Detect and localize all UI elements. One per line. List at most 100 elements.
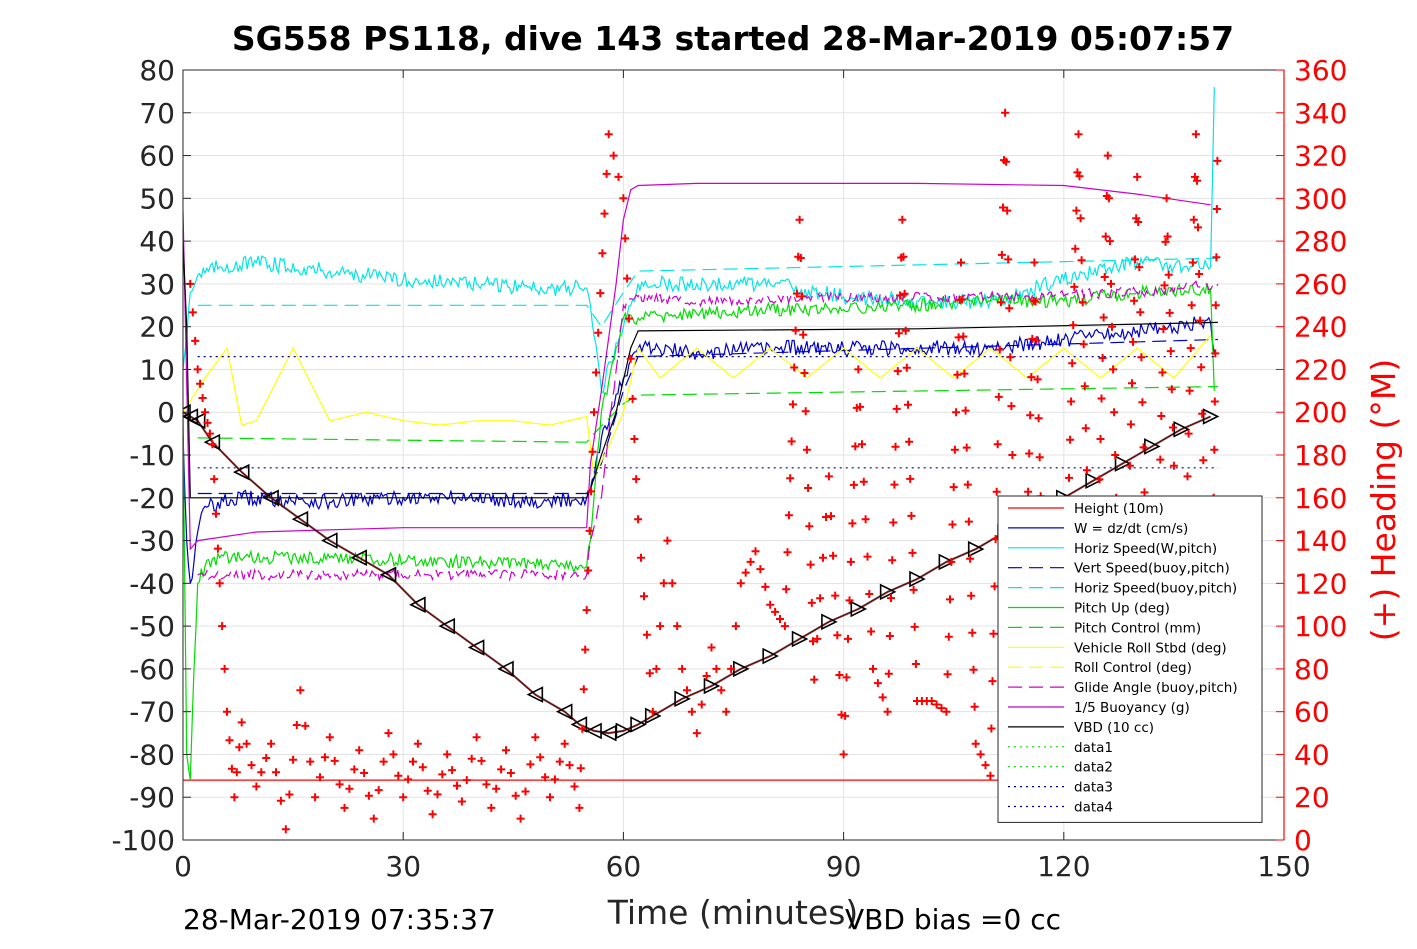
heading-marker: [582, 606, 591, 615]
depth-marker: [526, 686, 544, 703]
heading-marker: [888, 556, 897, 565]
heading-marker: [482, 780, 491, 789]
heading-marker: [1130, 296, 1139, 305]
heading-marker: [990, 582, 999, 591]
heading-marker: [988, 677, 997, 686]
heading-marker: [360, 769, 369, 777]
heading-marker: [590, 408, 598, 417]
heading-marker: [802, 445, 811, 454]
heading-marker: [502, 746, 510, 755]
heading-marker: [1134, 218, 1143, 226]
heading-marker: [1031, 297, 1040, 306]
heading-marker: [588, 447, 597, 456]
heading-marker: [746, 557, 755, 566]
heading-marker: [950, 445, 959, 454]
heading-marker: [281, 825, 290, 834]
legend-label: Vehicle Roll Stbd (deg): [1074, 640, 1227, 656]
y-right-tick-label: 280: [1294, 225, 1347, 258]
heading-marker: [225, 736, 234, 745]
heading-marker: [1081, 424, 1090, 433]
y-tick-label: 30: [139, 268, 175, 301]
heading-marker: [867, 627, 876, 636]
heading-marker: [404, 775, 413, 784]
heading-marker: [1070, 282, 1079, 291]
depth-marker: [379, 566, 397, 584]
heading-marker: [659, 579, 668, 588]
heading-marker: [902, 363, 911, 372]
heading-marker: [609, 151, 618, 160]
heading-marker: [996, 298, 1005, 307]
heading-marker: [848, 519, 857, 528]
y-right-tick-label: 120: [1294, 567, 1347, 600]
heading-marker: [968, 628, 977, 637]
heading-marker: [1197, 363, 1206, 372]
heading-marker: [1187, 301, 1196, 310]
x-tick-label: 150: [1257, 850, 1310, 883]
series-line-10: [183, 182, 1211, 551]
heading-marker: [906, 474, 915, 483]
heading-marker: [1166, 347, 1175, 356]
heading-marker: [893, 367, 902, 376]
heading-marker: [966, 554, 975, 563]
heading-marker: [863, 552, 872, 561]
heading-marker: [887, 594, 895, 603]
heading-marker: [971, 739, 980, 748]
heading-marker: [1139, 443, 1148, 452]
heading-marker: [946, 595, 954, 604]
heading-marker: [788, 400, 797, 409]
heading-marker: [560, 739, 569, 748]
heading-marker: [1191, 130, 1200, 139]
plot-clip-group: [183, 87, 1222, 834]
heading-marker: [345, 784, 354, 793]
y-right-tick-label: 340: [1294, 97, 1347, 130]
heading-marker: [776, 615, 784, 623]
heading-marker: [1199, 456, 1208, 465]
heading-marker: [809, 637, 817, 646]
heading-marker: [335, 780, 344, 789]
heading-marker: [952, 408, 961, 417]
depth-marker: [1085, 472, 1102, 489]
y-right-tick-label: 260: [1294, 268, 1347, 301]
heading-marker: [948, 520, 957, 529]
heading-marker: [844, 634, 852, 643]
heading-marker: [443, 750, 452, 759]
heading-marker: [1003, 206, 1012, 215]
y-right-tick-label: 140: [1294, 525, 1347, 558]
legend-label: Roll Control (deg): [1074, 660, 1192, 676]
heading-marker: [1131, 255, 1140, 264]
depth-marker: [585, 722, 602, 740]
heading-marker: [487, 803, 496, 812]
heading-marker: [218, 622, 227, 631]
heading-marker: [1165, 308, 1174, 317]
depth-marker: [555, 703, 573, 720]
heading-marker: [453, 781, 461, 790]
heading-marker: [1108, 322, 1116, 331]
depth-marker: [291, 510, 309, 528]
heading-marker: [962, 443, 971, 452]
heading-marker: [943, 670, 952, 679]
heading-marker: [632, 475, 641, 484]
heading-marker: [910, 622, 919, 631]
heading-marker: [448, 766, 457, 775]
heading-marker: [889, 518, 898, 527]
heading-marker: [961, 406, 970, 415]
x-tick-label: 0: [174, 850, 192, 883]
footer-timestamp: 28-Mar-2019 07:35:37: [183, 903, 496, 936]
heading-marker: [892, 404, 901, 413]
x-tick-label: 60: [606, 850, 642, 883]
heading-marker: [645, 669, 654, 678]
y-tick-label: -20: [129, 482, 175, 515]
heading-marker: [1024, 487, 1033, 496]
heading-marker: [575, 803, 584, 812]
heading-marker: [413, 739, 422, 748]
heading-marker: [883, 707, 892, 716]
heading-marker: [1098, 354, 1107, 362]
heading-marker: [1140, 488, 1149, 497]
heading-marker: [201, 408, 209, 417]
heading-marker: [623, 274, 632, 283]
heading-marker: [477, 756, 486, 765]
heading-marker: [1212, 205, 1221, 213]
heading-marker: [1160, 281, 1169, 290]
y-tick-label: 60: [139, 140, 175, 173]
